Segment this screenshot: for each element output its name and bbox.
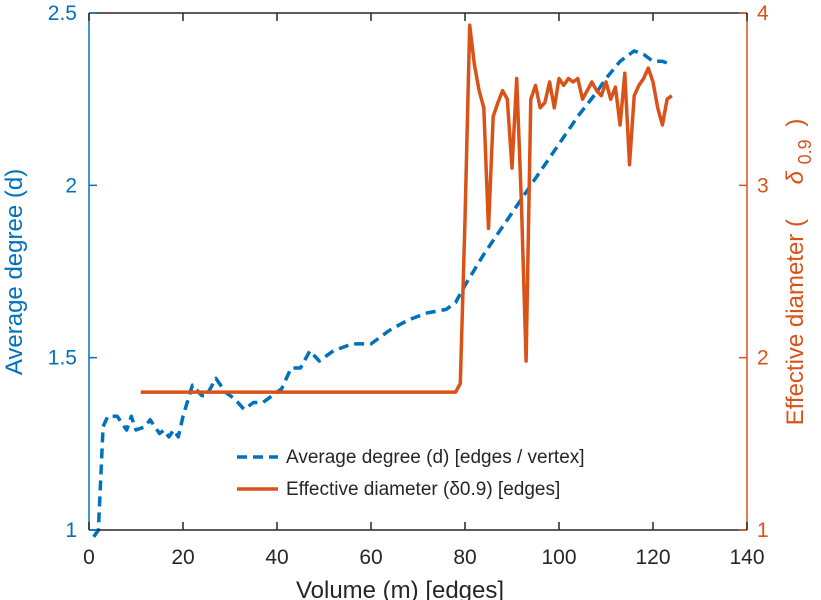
right-y-tick-label: 4 [757, 2, 769, 25]
x-tick-label: 0 [83, 546, 95, 569]
right-y-tick-label: 2 [757, 347, 769, 370]
left-y-tick-label: 1.5 [48, 347, 77, 370]
x-tick-label: 100 [541, 546, 576, 569]
x-tick-label: 120 [635, 546, 670, 569]
x-tick-label: 20 [171, 546, 194, 569]
right-y-axis-title-suffix: ) [782, 119, 809, 127]
left-y-tick-label: 1 [65, 519, 77, 542]
x-tick-label: 140 [729, 546, 764, 569]
left-y-tick-label: 2 [65, 174, 77, 197]
legend-label-effective-diameter: Effective diameter (δ0.9) [edges] [286, 479, 560, 500]
x-tick-label: 80 [453, 546, 476, 569]
series-line-effective-diameter [140, 23, 673, 394]
x-tick-label: 40 [265, 546, 288, 569]
x-tick-label: 60 [359, 546, 382, 569]
left-y-axis-title: Average degree (d) [1, 169, 28, 375]
right-y-tick-label: 1 [757, 519, 769, 542]
series-line-average-degree [92, 49, 673, 538]
right-y-tick-label: 3 [757, 174, 769, 197]
right-y-axis-title-subscript: 0.9 [795, 139, 815, 164]
legend: Average degree (d) [edges / vertex] Effe… [237, 447, 585, 500]
left-y-tick-label: 2.5 [48, 2, 77, 25]
right-y-axis-title-prefix: Effective diameter ( [782, 219, 809, 425]
right-y-axis-title: Effective diameter ( δ 0.9 ) [782, 119, 817, 426]
legend-label-average-degree: Average degree (d) [edges / vertex] [286, 447, 585, 468]
right-y-axis-title-symbol: δ [782, 170, 809, 184]
x-axis-title: Volume (m) [edges] [296, 577, 504, 600]
